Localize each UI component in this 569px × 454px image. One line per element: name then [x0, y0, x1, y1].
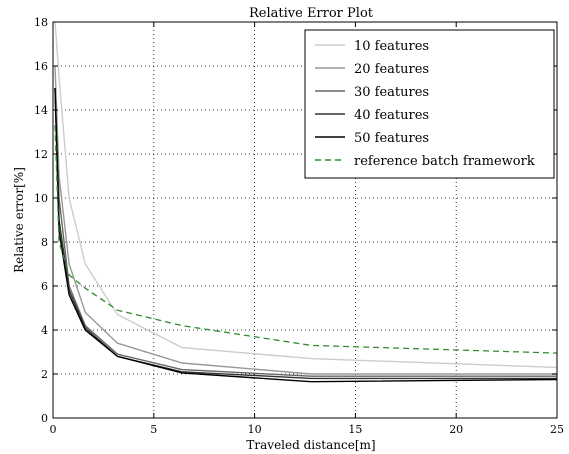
y-tick-label: 6 [41, 280, 48, 293]
legend: 10 features 20 features 30 features 40 feat… [304, 29, 555, 179]
plot-frame [52, 21, 558, 419]
series-line-5 [54, 125, 557, 354]
y-axis-title: Relative error[%] [12, 167, 26, 273]
legend-label-4: 50 features [354, 131, 429, 146]
x-tick-label: 10 [248, 423, 262, 436]
axis-ticks: 0 5 10 15 20 25 0 2 4 6 8 10 12 14 16 18 [34, 16, 564, 436]
legend-label-2: 30 features [354, 85, 429, 100]
chart-title: Relative Error Plot [249, 6, 374, 21]
series-line-0 [54, 22, 557, 369]
y-tick-label: 12 [34, 148, 48, 161]
x-tick-label: 15 [348, 423, 362, 436]
x-tick-label: 5 [150, 423, 157, 436]
y-tick-label: 16 [34, 60, 48, 73]
series-line-3 [54, 87, 557, 380]
series-line-4 [54, 87, 557, 383]
series-line-1 [54, 65, 557, 375]
legend-label-3: 40 features [354, 108, 429, 123]
legend-label-1: 20 features [354, 62, 429, 77]
y-tick-label: 2 [41, 368, 48, 381]
x-tick-label: 0 [50, 423, 57, 436]
series-line-2 [54, 87, 557, 377]
x-tick-label: 25 [550, 423, 564, 436]
legend-label-0: 10 features [354, 39, 429, 54]
x-axis-title: Traveled distance[m] [246, 438, 375, 452]
legend-box [304, 29, 555, 179]
y-tick-label: 0 [41, 412, 48, 425]
y-tick-label: 8 [41, 236, 48, 249]
y-tick-label: 4 [41, 324, 48, 337]
x-tick-label: 20 [449, 423, 463, 436]
y-tick-label: 18 [34, 16, 48, 29]
y-tick-label: 14 [34, 104, 48, 117]
legend-label-5: reference batch framework [354, 154, 535, 169]
series-lines [54, 22, 557, 383]
y-tick-label: 10 [34, 192, 48, 205]
